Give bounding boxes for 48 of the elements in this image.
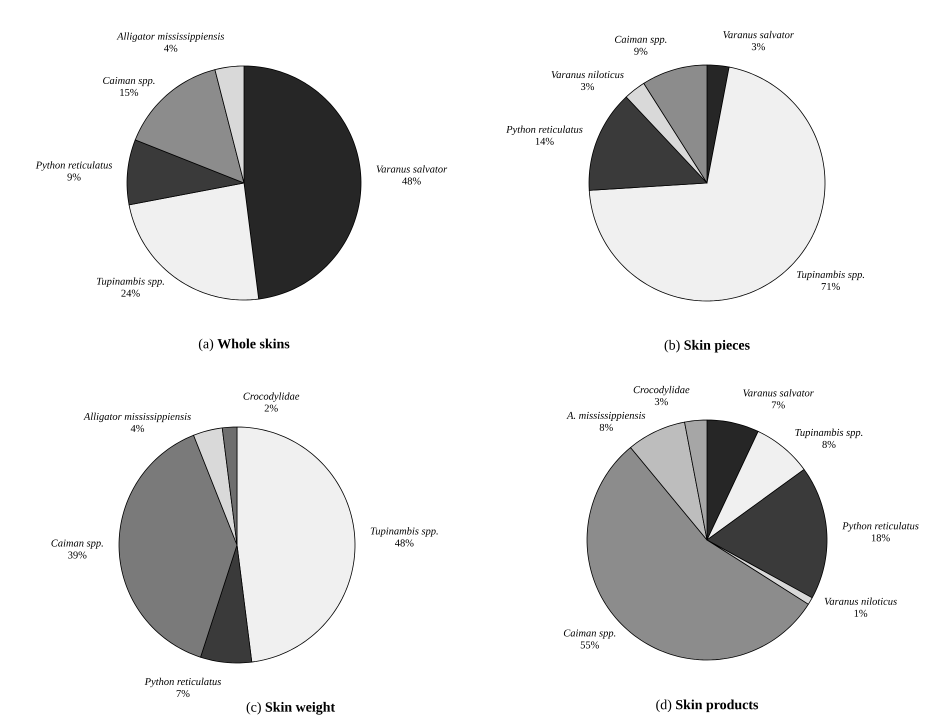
data-label: 48% [394,539,414,547]
slice-label: Crocodylidae [634,386,690,396]
data-label: 39% [68,551,87,559]
slice-label: Caiman spp. [564,629,616,639]
data-label: 15% [120,88,138,96]
slice-label: Alligator mississippiensis [116,32,224,42]
slice-label: Varanus niloticus [552,70,624,78]
data-label: 48% [402,177,421,185]
slice-label: Tupinambis spp. [797,270,864,280]
slice-label: Varanus salvator [743,389,814,396]
slice-label: Varanus niloticus [824,598,897,605]
slice-label: Crocodylidae [243,392,300,402]
data-label: 1% [854,610,868,617]
data-label: 9% [67,173,81,181]
data-label: 4% [130,424,144,432]
slice-label: Python reticulatus [506,126,582,136]
data-label: 18% [872,534,890,542]
data-label: 9% [634,48,648,55]
data-label: 7% [176,690,190,698]
data-label: 3% [580,83,594,90]
slice-label: Tupinambis spp. [370,527,438,537]
data-label: 14% [536,138,554,145]
slice-label: Tupinambis spp. [96,277,164,287]
slice-label: Python reticulatus [842,522,919,532]
slice-label: Tupinambis spp. [795,428,862,438]
text: (b) Skin pieces [664,340,750,353]
data-label: 3% [752,43,765,50]
slice-label: Varanus salvator [723,30,794,38]
slice-label: Caiman spp. [103,76,154,86]
slice-label: Python reticulatus [36,161,112,171]
slice-label: Python reticulatus [144,678,221,688]
slice-label: Alligator mississippiensis [83,412,191,422]
data-label: 55% [580,641,599,649]
data-label: 4% [164,44,178,52]
slice-label: Caiman spp. [51,540,103,549]
data-label: 8% [822,440,836,448]
data-label: 7% [772,401,785,408]
data-label: 71% [822,282,840,290]
data-label: 24% [121,290,140,297]
slice-label: A. mississippiensis [566,412,646,422]
text: (a) Whole skins [198,338,290,352]
slice-label: Varanus salvator [376,165,448,173]
data-label: 2% [264,404,278,412]
text: (d) Skin products [656,699,758,712]
text: (c) Skin weight [246,702,336,715]
data-label: 8% [600,424,613,431]
slice-label: Caiman spp. [614,36,666,45]
data-label: 3% [654,398,668,406]
